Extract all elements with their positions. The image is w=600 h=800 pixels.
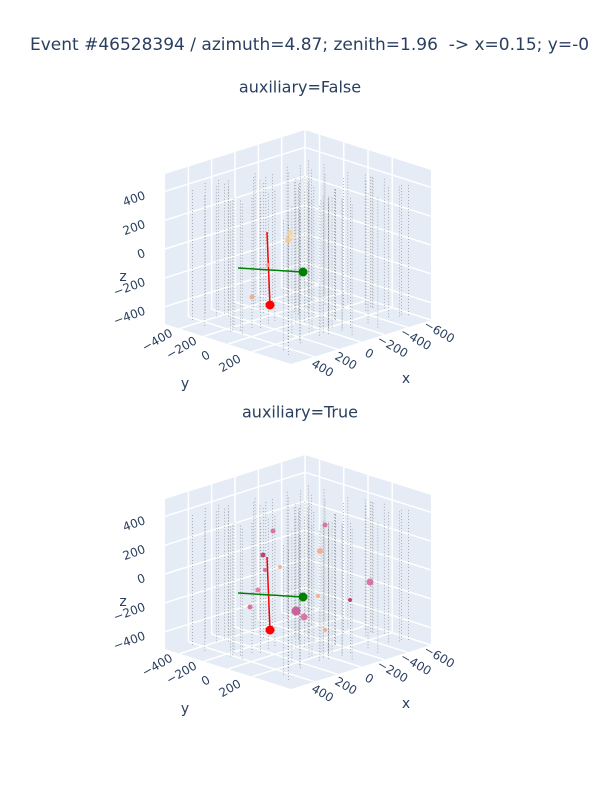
grid-line [304, 175, 432, 217]
grid-line [304, 500, 432, 542]
grid-line [164, 204, 306, 250]
hit [266, 263, 270, 267]
grid-line [227, 624, 369, 670]
grid-line [304, 261, 432, 304]
hit [249, 294, 255, 300]
grid-line [203, 616, 344, 663]
grid-line [227, 299, 369, 345]
hit [300, 613, 308, 621]
z-tick-label: 400 [121, 188, 147, 209]
hit [255, 587, 261, 593]
hit [291, 606, 301, 616]
y-tick-label: 200 [217, 351, 244, 375]
z-tick-label: −400 [111, 304, 147, 328]
true-origin [265, 625, 275, 635]
hit [263, 568, 267, 572]
z-tick-label: 200 [121, 542, 147, 563]
z-tick-label: 0 [135, 246, 147, 262]
z-tick-label: −200 [111, 275, 147, 299]
hit [260, 552, 266, 558]
pred-direction [237, 267, 304, 273]
z-tick-label: 400 [121, 513, 147, 534]
z-axis-title: z [119, 269, 126, 285]
grid-line [179, 283, 320, 330]
hit [289, 234, 295, 240]
x-axis-title: x [402, 371, 410, 387]
grid-line [164, 146, 306, 193]
subplot-title: auxiliary=False [239, 78, 361, 97]
pred-direction [237, 592, 304, 598]
x-tick-label: 400 [309, 356, 336, 380]
grid-line [164, 471, 306, 518]
true-direction [266, 231, 271, 306]
grid-line [179, 608, 320, 655]
grid-line [252, 306, 393, 353]
hit [316, 594, 320, 598]
pred-origin [298, 267, 308, 277]
y-tick-label: 0 [199, 348, 213, 364]
grid-line [164, 175, 306, 221]
x-tick-label: 0 [362, 671, 376, 687]
grid-line [164, 529, 306, 575]
y-tick-label: 200 [217, 676, 244, 700]
z-tick-label: 0 [135, 571, 147, 587]
grid-line [164, 500, 306, 546]
y-tick-label: 0 [199, 673, 213, 689]
subplot-title: auxiliary=True [242, 403, 358, 422]
z-tick-label: 200 [121, 217, 147, 238]
grid-line [304, 529, 432, 571]
hit [270, 528, 276, 534]
grid-line [203, 291, 344, 338]
grid-line [304, 146, 432, 189]
grid-line [304, 471, 432, 514]
true-direction [266, 556, 271, 631]
pred-origin [298, 592, 308, 602]
hit [366, 578, 374, 586]
x-tick-label: 0 [362, 346, 376, 362]
z-axis-title: z [119, 594, 126, 610]
y-axis-title: y [181, 376, 189, 392]
chart-title: Event #46528394 / azimuth=4.87; zenith=1… [30, 35, 589, 55]
z-tick-label: −200 [111, 600, 147, 624]
grid-line [304, 586, 432, 629]
grid-line [252, 631, 393, 678]
hit [322, 522, 328, 528]
hit [323, 628, 327, 632]
true-origin [265, 300, 275, 310]
hit [278, 565, 282, 569]
x-axis-title: x [402, 696, 410, 712]
grid-line [304, 204, 432, 246]
hit [317, 548, 323, 554]
z-tick-label: −400 [111, 629, 147, 653]
hit [247, 604, 253, 610]
hit [285, 237, 291, 243]
y-axis-title: y [181, 701, 189, 717]
x-tick-label: 200 [332, 349, 359, 373]
hit [348, 598, 352, 602]
grid-line [164, 233, 306, 279]
hit [287, 230, 293, 236]
x-tick-label: 200 [332, 674, 359, 698]
x-tick-label: 400 [309, 681, 336, 705]
